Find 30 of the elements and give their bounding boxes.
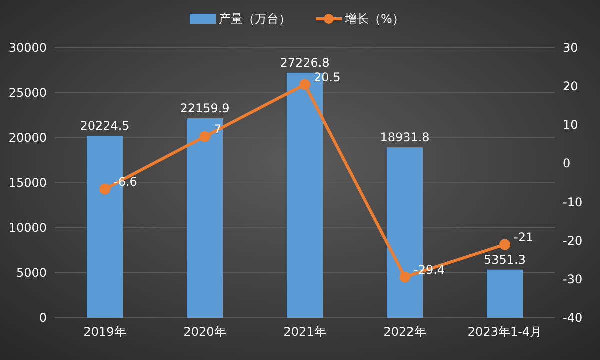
y-tick-label: 15000 [8, 176, 47, 190]
y-tick-label: 20000 [8, 131, 47, 145]
legend-label: 增长（%） [344, 12, 404, 26]
legend-label: 产量（万台） [219, 12, 291, 26]
x-tick-label: 2022年 [384, 325, 426, 339]
y-tick-label: 5000 [16, 266, 47, 280]
y2-tick-label: 0 [563, 156, 571, 171]
y-tick-label: 10000 [8, 221, 47, 235]
y2-tick-label: 20 [563, 80, 578, 94]
data-label: 5351.3 [484, 252, 526, 267]
x-tick-label: 2021年 [284, 325, 326, 339]
data-label: 20224.5 [80, 118, 130, 133]
data-label: 22159.9 [180, 102, 230, 116]
y2-tick-label: -40 [563, 311, 583, 325]
y2-tick-label: 30 [563, 41, 578, 55]
data-label: -21 [514, 230, 534, 245]
y2-tick-label: -10 [563, 195, 583, 210]
y-tick-label: 25000 [8, 86, 47, 100]
y2-tick-label: -20 [563, 234, 583, 248]
legend-item: 产量（万台） [190, 12, 291, 26]
data-label: 18931.8 [380, 130, 430, 145]
x-tick-label: 2019年 [84, 325, 126, 339]
legend-item: 增长（%） [316, 12, 404, 26]
data-label: 27226.8 [280, 56, 330, 70]
y-tick-label: 30000 [8, 41, 47, 55]
y-tick-label: 0 [39, 311, 47, 325]
y2-tick-label: -30 [563, 272, 583, 286]
x-tick-label: 2023年1-4月 [468, 325, 542, 339]
y2-tick-label: 10 [563, 118, 578, 132]
x-tick-label: 2020年 [184, 325, 226, 339]
